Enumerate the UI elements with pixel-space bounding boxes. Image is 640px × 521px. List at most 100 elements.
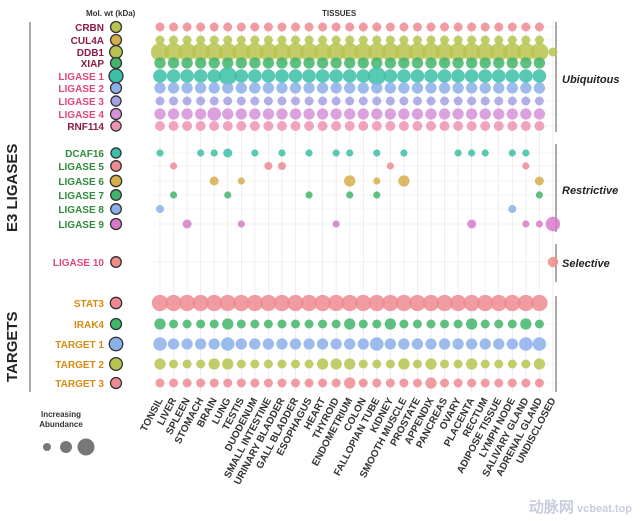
abundance-dot bbox=[521, 96, 531, 106]
abundance-legend bbox=[43, 438, 95, 456]
row-label: LIGASE 8 bbox=[58, 205, 104, 216]
abundance-dot bbox=[412, 35, 422, 45]
abundance-dot bbox=[480, 96, 490, 106]
abundance-dot bbox=[373, 191, 381, 199]
abundance-dot bbox=[196, 35, 206, 45]
abundance-dot bbox=[358, 359, 368, 369]
abundance-dot bbox=[372, 359, 382, 369]
abundance-dot bbox=[491, 69, 506, 83]
abundance-dot bbox=[182, 359, 192, 369]
abundance-dot bbox=[545, 216, 561, 232]
watermark-domain: vcbeat.top bbox=[576, 503, 632, 515]
selective-label: Selective bbox=[562, 258, 610, 270]
abundance-dot bbox=[196, 359, 206, 369]
abundance-dot bbox=[467, 96, 477, 106]
abundance-dot bbox=[355, 294, 372, 312]
abundance-dot bbox=[357, 57, 369, 69]
row-label: LIGASE 3 bbox=[58, 97, 104, 108]
targets-side-label: TARGETS bbox=[4, 311, 21, 382]
abundance-dot bbox=[236, 35, 246, 45]
abundance-dot bbox=[303, 57, 315, 69]
abundance-dot bbox=[395, 294, 413, 312]
abundance-dot bbox=[315, 69, 330, 83]
abundance-dot bbox=[169, 191, 178, 199]
mol-wt-marker bbox=[109, 317, 123, 331]
abundance-dot bbox=[384, 108, 396, 120]
abundance-dot bbox=[449, 294, 467, 312]
row-label: RNF114 bbox=[67, 122, 104, 133]
row-label: LIGASE 1 bbox=[58, 72, 104, 83]
abundance-dot bbox=[494, 378, 504, 388]
abundance-dot bbox=[412, 22, 422, 32]
abundance-dot bbox=[344, 338, 356, 350]
abundance-dot bbox=[342, 69, 357, 83]
abundance-dot bbox=[251, 149, 259, 157]
abundance-dot bbox=[346, 149, 354, 157]
abundance-dot bbox=[195, 57, 207, 69]
abundance-dot bbox=[330, 358, 342, 370]
mol-wt-marker bbox=[109, 174, 123, 188]
row-label: DCAF16 bbox=[65, 149, 104, 160]
abundance-dot bbox=[169, 162, 178, 170]
abundance-dot bbox=[357, 82, 369, 94]
abundance-dot bbox=[288, 69, 303, 83]
abundance-dot bbox=[453, 22, 463, 32]
abundance-dot bbox=[289, 57, 302, 69]
abundance-dot bbox=[398, 82, 410, 94]
abundance-dot bbox=[182, 96, 192, 106]
abundance-dot bbox=[412, 378, 422, 388]
abundance-dot bbox=[373, 177, 381, 185]
abundance-dot bbox=[507, 319, 517, 329]
row-label: CUL4A bbox=[71, 36, 104, 47]
abundance-dot bbox=[505, 69, 520, 83]
abundance-dot bbox=[422, 294, 440, 312]
abundance-dot bbox=[506, 108, 518, 120]
mol-wt-marker bbox=[109, 376, 123, 390]
abundance-dot bbox=[289, 108, 302, 120]
abundance-dot bbox=[399, 378, 409, 388]
abundance-dot bbox=[385, 121, 396, 131]
abundance-dot bbox=[507, 96, 517, 106]
abundance-dot bbox=[480, 22, 490, 32]
abundance-dot bbox=[208, 358, 220, 370]
abundance-dot bbox=[412, 96, 422, 106]
abundance-dot bbox=[438, 338, 451, 350]
abundance-dot bbox=[507, 121, 518, 131]
ubiquitous-label: Ubiquitous bbox=[562, 74, 620, 86]
abundance-dot bbox=[479, 57, 491, 69]
abundance-dot bbox=[344, 358, 356, 370]
abundance-dot bbox=[291, 378, 300, 388]
abundance-dot bbox=[508, 204, 517, 214]
abundance-dot bbox=[480, 359, 490, 369]
abundance-dot bbox=[394, 42, 413, 62]
abundance-dot bbox=[358, 35, 368, 45]
abundance-dot bbox=[236, 319, 246, 329]
abundance-dot bbox=[305, 191, 313, 199]
abundance-dot bbox=[169, 359, 179, 369]
abundance-dot bbox=[534, 176, 544, 186]
abundance-dot bbox=[223, 148, 233, 158]
abundance-dot bbox=[224, 191, 232, 199]
abundance-dot bbox=[262, 338, 275, 350]
abundance-dot bbox=[398, 358, 410, 370]
abundance-dot bbox=[453, 121, 464, 131]
abundance-dot bbox=[345, 35, 355, 45]
abundance-dot bbox=[236, 359, 246, 369]
abundance-dot bbox=[155, 96, 165, 106]
abundance-dot bbox=[195, 121, 206, 131]
abundance-dot bbox=[289, 338, 302, 350]
abundance-dot bbox=[507, 359, 517, 369]
abundance-dot bbox=[330, 338, 342, 350]
abundance-dot bbox=[195, 82, 207, 94]
abundance-dot bbox=[506, 338, 518, 350]
abundance-dot bbox=[452, 82, 464, 94]
abundance-dot bbox=[155, 204, 165, 214]
abundance-dot bbox=[331, 22, 341, 32]
abundance-dot bbox=[477, 294, 494, 312]
abundance-dot bbox=[412, 359, 422, 369]
abundance-dot bbox=[249, 338, 261, 350]
abundance-dot bbox=[530, 42, 549, 62]
abundance-dot bbox=[261, 69, 276, 83]
abundance-dot bbox=[317, 121, 328, 131]
